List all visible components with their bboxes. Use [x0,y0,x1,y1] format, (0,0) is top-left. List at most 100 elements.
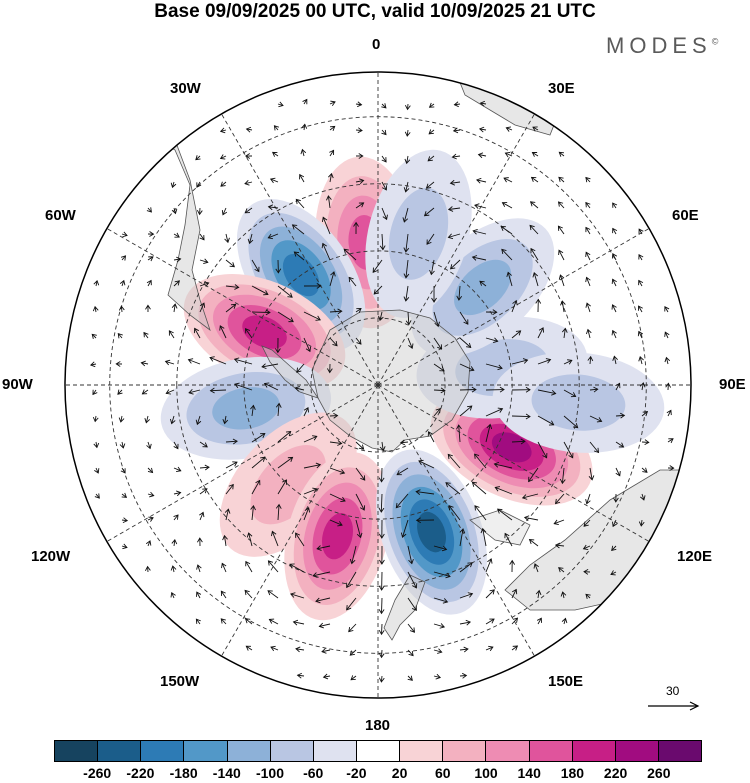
wind-arrow [93,441,100,449]
wind-arrow [247,233,254,245]
wind-arrow [500,226,513,235]
wind-arrow [355,307,362,313]
wind-arrow [557,225,565,235]
meridian-line [221,384,379,657]
wind-arrow [355,493,366,511]
wind-arrow [403,285,410,302]
wind-arrow [171,303,178,313]
wind-arrow [220,590,227,599]
wind-arrow [615,382,621,391]
wind-arrow [171,207,178,215]
wind-arrow [407,623,416,633]
wind-arrow [641,467,648,473]
wind-arrow [244,180,253,186]
wind-arrow [639,382,646,391]
wind-arrow [459,646,469,653]
wind-arrow [666,409,672,417]
wind-arrow [303,462,322,469]
wind-arrow [530,247,539,261]
colorbar-swatch [184,741,228,761]
wind-arrow [92,415,99,423]
wind-arrow [611,253,618,261]
wind-arrow [355,153,364,159]
colorbar-tick-label: 20 [391,765,408,781]
wind-arrow [378,623,385,636]
wind-arrow [638,519,645,527]
wind-arrow [535,298,542,313]
wind-arrow [404,155,411,165]
meridian-label-120w: 120W [31,548,71,565]
wind-arrow [147,516,154,522]
colorbar-swatch [141,741,185,761]
wind-arrow [407,545,414,565]
wind-arrow [407,337,414,349]
reference-vector-label: 30 [666,684,680,698]
wind-arrow [295,532,305,547]
wind-arrow [459,386,477,393]
wind-arrow [121,231,128,238]
wind-arrow [447,233,461,240]
wind-arrow [121,492,128,498]
wind-arrow [403,181,410,193]
wind-arrow [173,232,180,238]
wind-arrow [485,363,503,371]
wind-arrow [485,618,495,625]
graticule [65,72,691,698]
wind-arrow [559,467,566,485]
wind-arrow [511,299,518,313]
wind-arrow [554,542,565,549]
wind-arrow [353,221,359,235]
wind-arrow [329,125,336,131]
wind-arrow [433,363,445,372]
wind-arrow [263,382,279,391]
wind-arrow [246,532,253,547]
wind-arrow [93,279,100,287]
wind-arrow [225,284,240,290]
wind-arrow [261,363,279,370]
wind-arrow [612,355,618,365]
wind-arrow [199,258,209,265]
wind-arrow [197,537,203,547]
colorbar-swatch [615,741,659,761]
wind-arrow [187,358,201,365]
meridian-label-60w: 60W [45,207,76,224]
wind-arrow [557,201,565,209]
meridian-label-60e: 60E [672,207,699,224]
wind-arrow [173,441,179,450]
wind-arrow [531,152,539,157]
wind-arrow [277,285,293,298]
wind-arrow [664,356,671,365]
wind-arrow [563,441,574,459]
wind-arrow [477,152,487,159]
meridian-label-0: 0 [372,36,381,53]
wind-arrow [300,148,307,157]
wind-arrow [479,280,487,287]
wind-arrow [511,330,522,339]
wind-arrow [146,441,152,450]
wind-arrow [586,328,592,339]
wind-vectors [89,98,675,683]
wind-arrow [459,562,473,573]
wind-arrow [299,173,305,183]
wind-arrow [610,570,617,576]
wind-arrow [349,649,357,656]
wind-arrow [267,233,279,240]
wind-arrow [449,179,461,186]
wind-arrow [427,431,435,443]
wind-arrow [378,467,385,483]
wind-arrow [485,589,495,599]
wind-arrow [563,359,573,365]
wind-arrow [611,278,617,287]
wind-arrow [329,308,343,315]
wind-arrow [373,285,383,295]
wind-arrow [585,276,591,287]
wind-arrow [170,181,177,189]
colorbar-tick-label: 100 [474,765,498,781]
wind-arrow [251,259,260,273]
wind-arrow [173,256,182,263]
wind-arrow [302,98,308,105]
wind-arrow [355,337,362,345]
wind-arrow [316,545,331,551]
wind-arrow [511,588,518,599]
wind-arrow [119,279,126,287]
